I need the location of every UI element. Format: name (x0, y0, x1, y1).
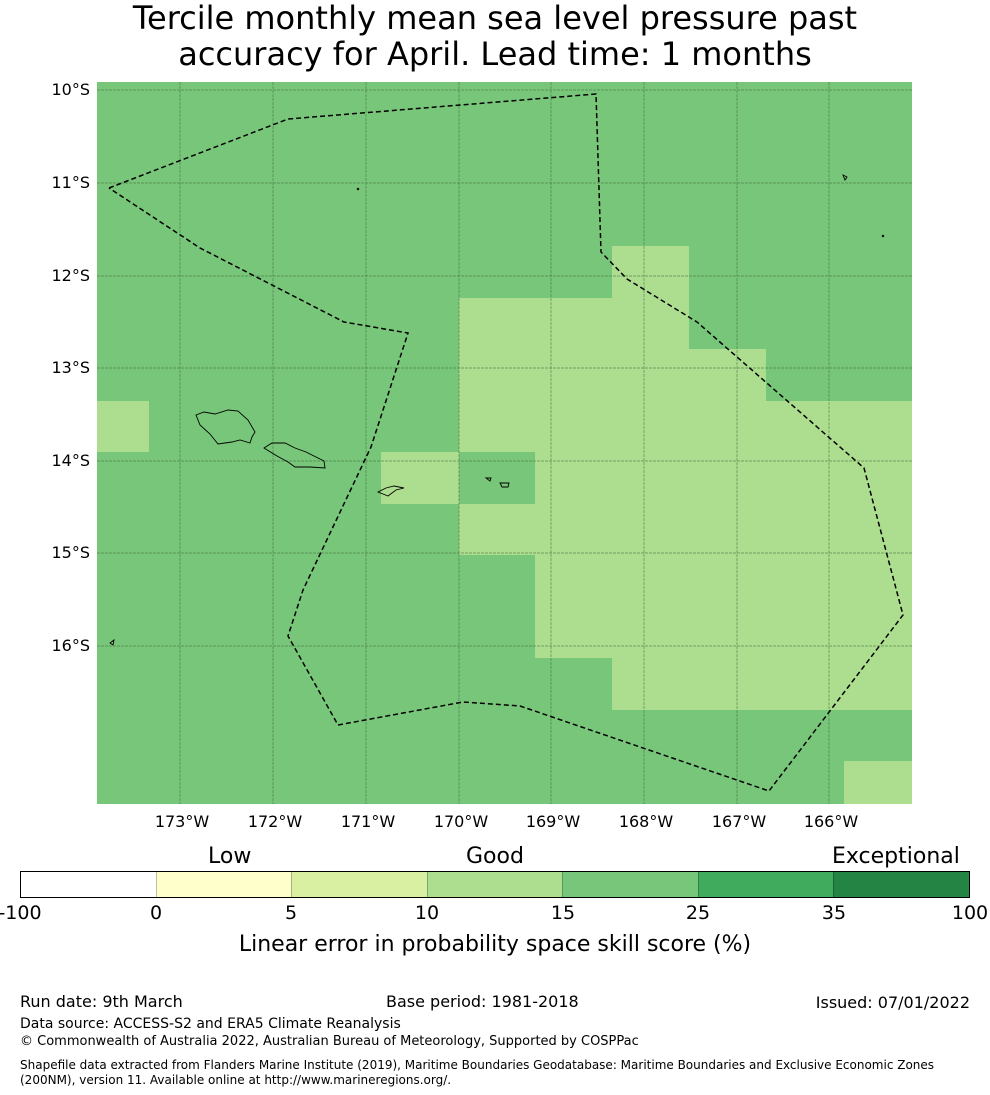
colorbar-category-exceptional: Exceptional (832, 844, 960, 869)
island-small-1 (109, 638, 115, 646)
lon-label: 173°W (154, 812, 210, 831)
data-source: Data source: ACCESS-S2 and ERA5 Climate … (20, 1016, 401, 1032)
skill-cell (381, 452, 459, 504)
skill-cell (535, 555, 912, 658)
colorbar-segment (426, 872, 563, 897)
lon-label: 171°W (340, 812, 396, 831)
eez-boundary (108, 93, 904, 792)
colorbar-tick: -100 (0, 902, 42, 924)
skill-cell (612, 658, 912, 710)
colorbar-tick: 100 (951, 902, 989, 924)
colorbar-tick: 5 (284, 902, 298, 924)
colorbar-segment (21, 872, 156, 897)
title-line-2: accuracy for April. Lead time: 1 months (178, 35, 812, 73)
island-manua-small (484, 477, 492, 482)
island-dot (881, 234, 885, 238)
colorbar-tick: 10 (414, 902, 440, 924)
colorbar-segment (562, 872, 698, 897)
lon-label: 167°W (711, 812, 767, 831)
lat-label: 12°S (51, 266, 90, 285)
island-tutuila (376, 485, 405, 497)
colorbar-category-low: Low (208, 844, 252, 869)
skill-cell (459, 401, 912, 452)
colorbar-label: Linear error in probability space skill … (238, 932, 752, 957)
lat-label: 11°S (51, 173, 90, 192)
islands (109, 174, 885, 646)
title-line-1: Tercile monthly mean sea level pressure … (132, 0, 858, 37)
colorbar (20, 871, 970, 898)
lon-label: 172°W (247, 812, 303, 831)
colorbar-tick: 0 (149, 902, 163, 924)
lon-label: 169°W (525, 812, 581, 831)
shapefile-credit-line-2: (200NM), version 11. Available online at… (20, 1073, 452, 1087)
skill-cell (459, 349, 766, 401)
copyright: © Commonwealth of Australia 2022, Austra… (20, 1034, 639, 1049)
colorbar-tick: 35 (821, 902, 847, 924)
colorbar-segment (697, 872, 834, 897)
island-dot (356, 187, 360, 191)
skill-cell (97, 401, 149, 452)
island-savaii (195, 409, 256, 445)
lat-label: 15°S (51, 543, 90, 562)
skill-cell (459, 504, 912, 555)
issued-date: Issued: 07/01/2022 (815, 993, 970, 1012)
gridlines (97, 82, 912, 804)
colorbar-tick: 25 (685, 902, 711, 924)
skill-map (97, 82, 912, 804)
colorbar-tick: 15 (550, 902, 576, 924)
lon-label: 168°W (618, 812, 674, 831)
island-small-2 (842, 174, 848, 181)
lon-label: 166°W (803, 812, 859, 831)
skill-cell (844, 761, 912, 804)
island-upolu (263, 442, 326, 469)
chart-title: Tercile monthly mean sea level pressure … (0, 0, 990, 72)
lat-label: 14°S (51, 451, 90, 470)
lat-label: 16°S (51, 636, 90, 655)
island-manua (499, 482, 510, 488)
colorbar-segment (833, 872, 970, 897)
lat-label: 13°S (51, 358, 90, 377)
lat-label: 10°S (51, 80, 90, 99)
shapefile-credit-line-1: Shapefile data extracted from Flanders M… (20, 1058, 935, 1072)
base-period: Base period: 1981-2018 (386, 992, 579, 1011)
skill-cell (459, 298, 689, 349)
colorbar-segment (155, 872, 292, 897)
lon-label: 170°W (433, 812, 489, 831)
run-date: Run date: 9th March (20, 992, 183, 1011)
colorbar-category-good: Good (466, 844, 524, 869)
colorbar-segment (291, 872, 427, 897)
highlight-cells (97, 246, 912, 804)
skill-cell (612, 246, 689, 298)
